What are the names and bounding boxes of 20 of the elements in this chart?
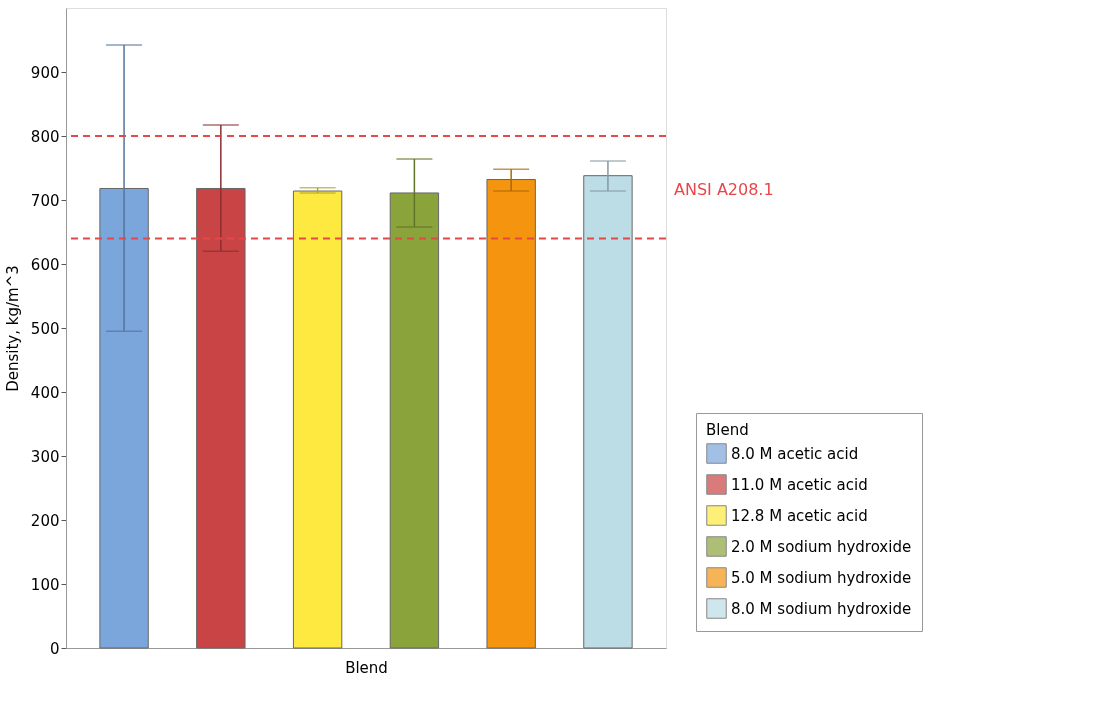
y-tick-label: 200 [30, 511, 60, 530]
y-tick-label: 800 [30, 127, 60, 146]
y-tick-label: 700 [30, 191, 60, 210]
y-axis-title: Density, kg/m^3 [3, 265, 22, 392]
legend-title: Blend [706, 421, 749, 439]
legend-label: 12.8 M acetic acid [731, 506, 868, 525]
y-tick-label: 900 [30, 63, 60, 82]
y-tick-label: 100 [30, 575, 60, 594]
y-tick-label: 500 [30, 319, 60, 338]
y-tick-label: 0 [49, 639, 60, 658]
y-tick-label: 300 [30, 447, 60, 466]
legend-label: 2.0 M sodium hydroxide [731, 537, 912, 556]
x-axis-title: Blend [345, 658, 388, 677]
legend-label: 5.0 M sodium hydroxide [731, 568, 912, 587]
legend-label: 8.0 M sodium hydroxide [731, 599, 912, 618]
y-tick-label: 600 [30, 255, 60, 274]
legend-label: 8.0 M acetic acid [731, 444, 859, 463]
legend-label: 11.0 M acetic acid [731, 475, 868, 494]
y-tick-label: 400 [30, 383, 60, 402]
ref-line-label: ANSI A208.1 [674, 180, 774, 200]
